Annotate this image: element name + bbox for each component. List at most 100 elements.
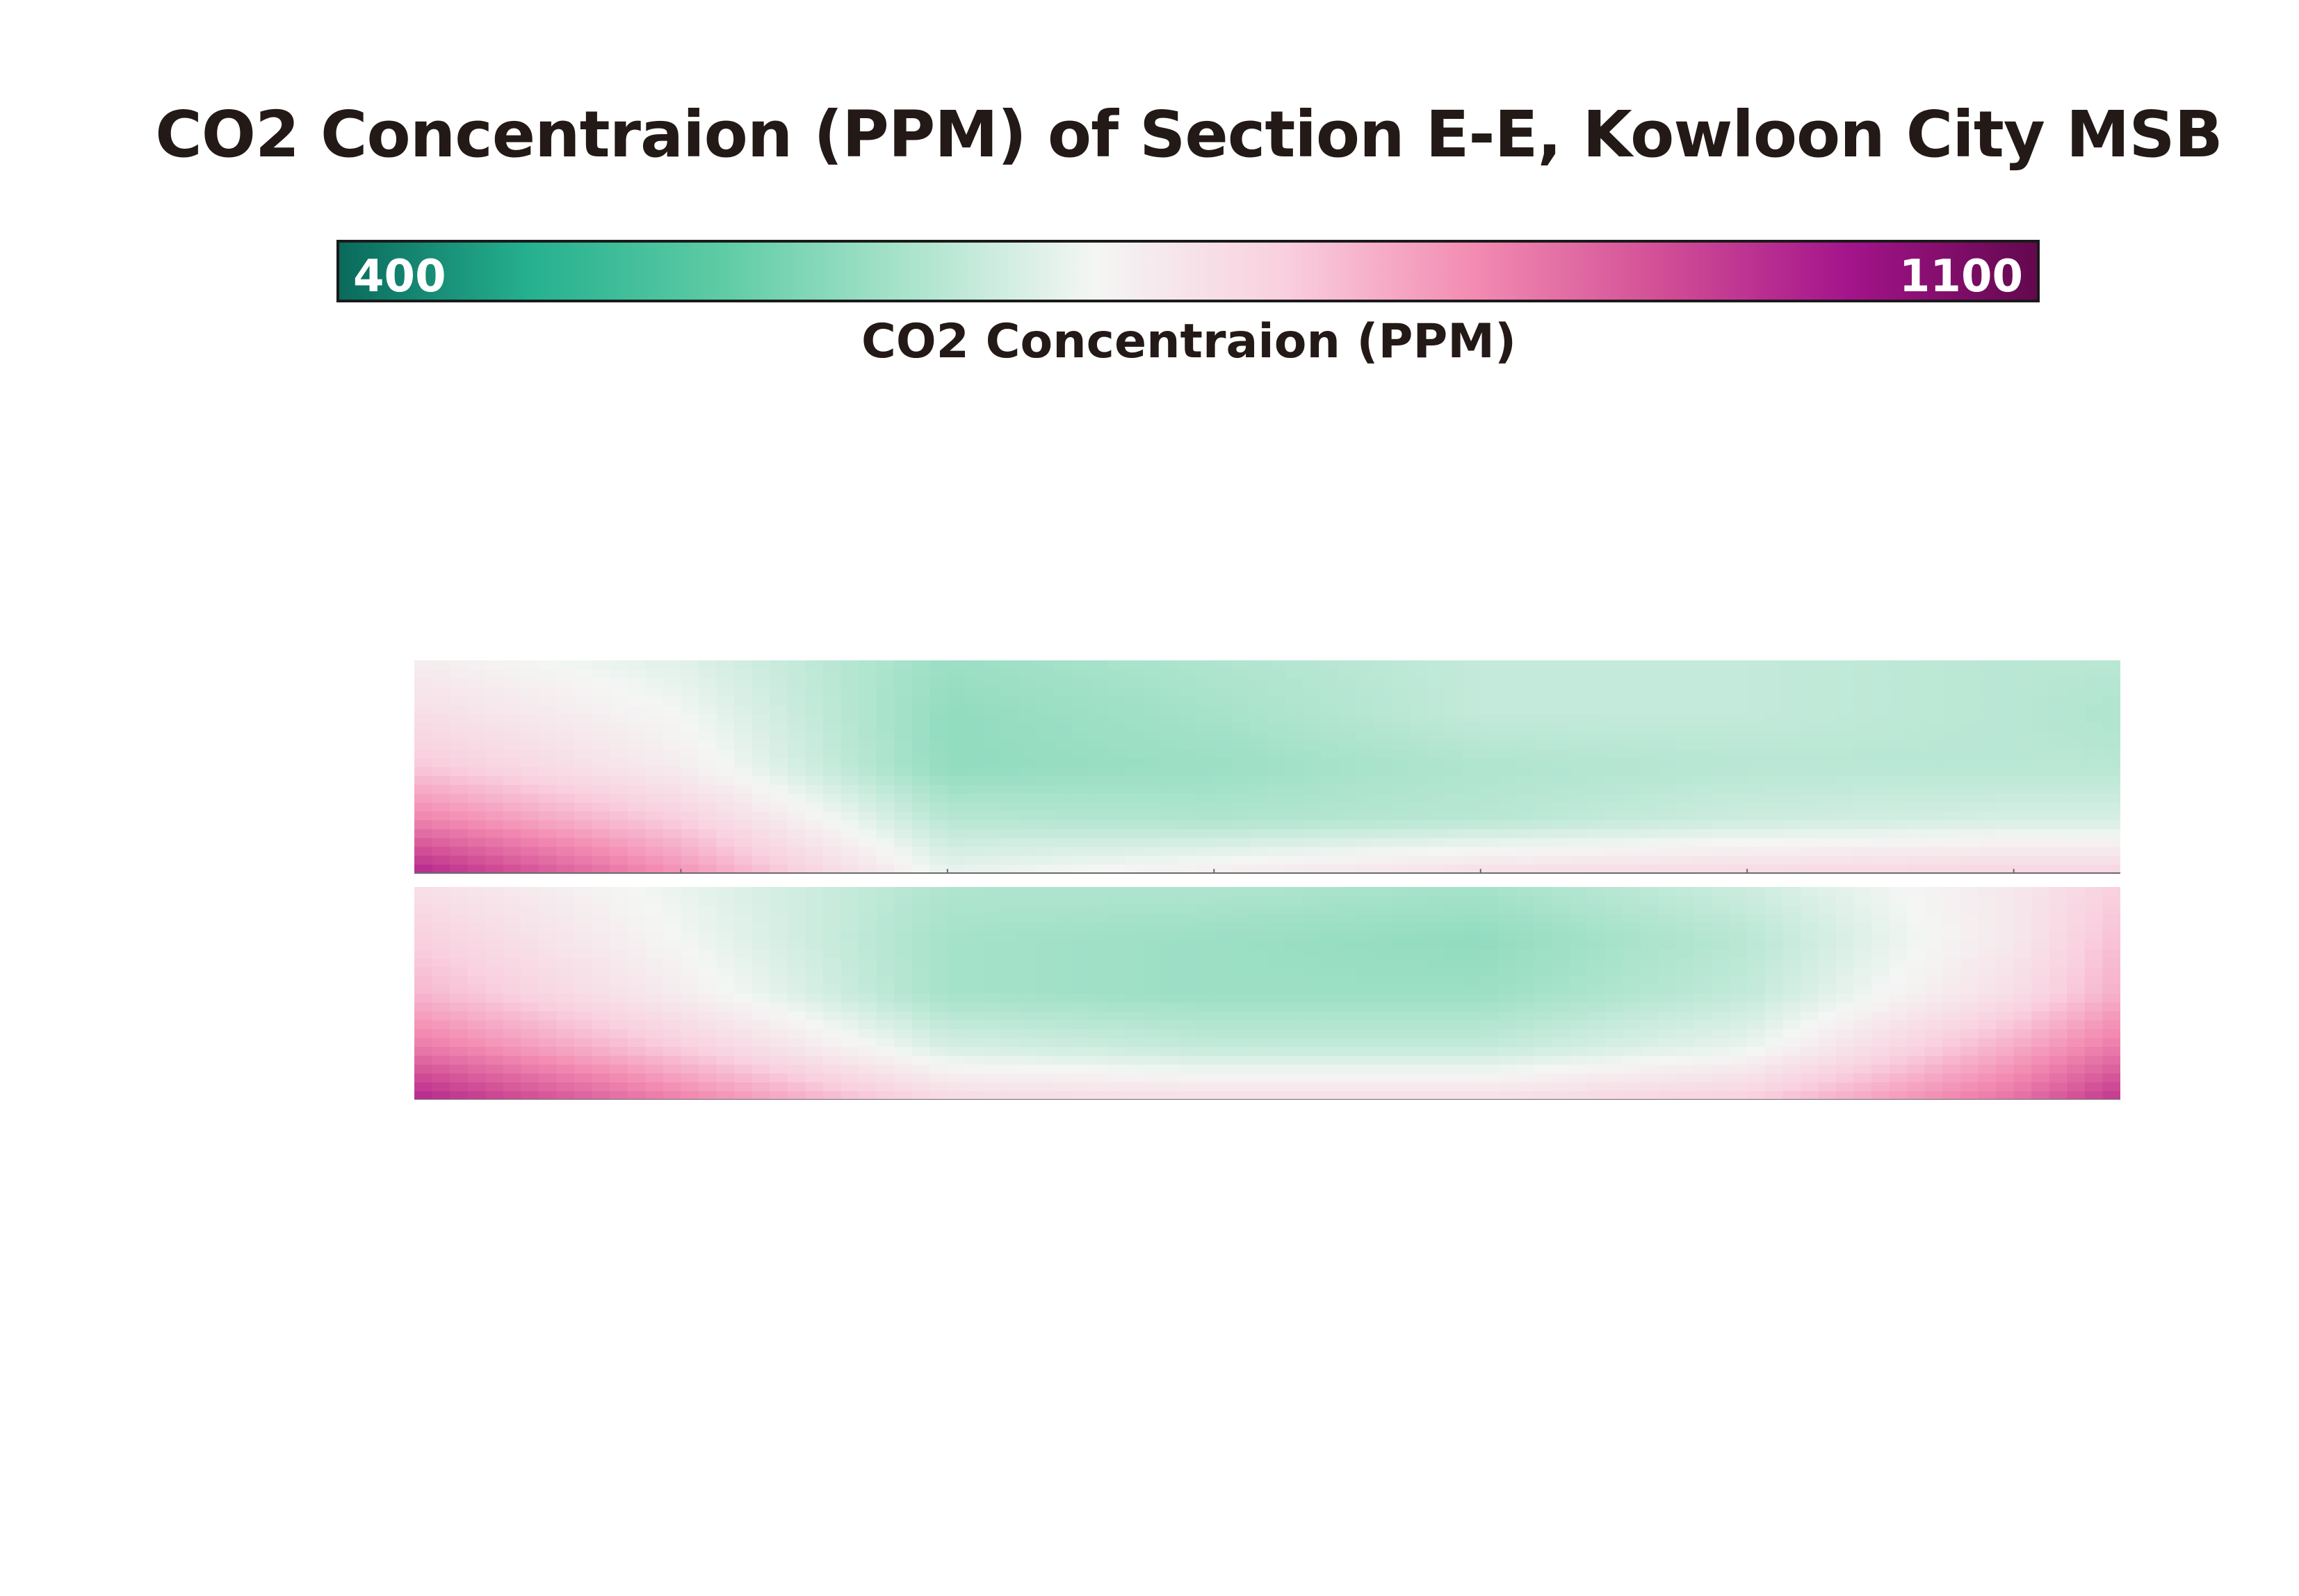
heatmap-cell xyxy=(805,811,824,821)
heatmap-cell xyxy=(1747,784,1766,794)
heatmap-cell xyxy=(1196,793,1215,803)
heatmap-cell xyxy=(2031,767,2050,776)
heatmap-cell xyxy=(840,678,859,687)
heatmap-cell xyxy=(983,704,1002,715)
heatmap-cell xyxy=(965,846,984,856)
heatmap-cell xyxy=(1924,949,1943,959)
heatmap-cell xyxy=(610,913,628,923)
heatmap-cell xyxy=(1658,949,1677,959)
heatmap-cell xyxy=(450,895,469,906)
heatmap-cell xyxy=(894,846,913,856)
heatmap-cell xyxy=(1996,895,2015,906)
heatmap-cell xyxy=(1071,802,1090,812)
heatmap-cell xyxy=(911,993,930,1003)
heatmap-cell xyxy=(610,895,628,906)
heatmap-cell xyxy=(805,1055,824,1065)
heatmap-cell xyxy=(1036,767,1055,776)
heatmap-cell xyxy=(1178,696,1197,706)
heatmap-cell xyxy=(1018,775,1037,785)
heatmap-cell xyxy=(1729,704,1748,715)
heatmap-cell xyxy=(1107,749,1126,758)
heatmap-cell xyxy=(894,949,913,959)
heatmap-cell xyxy=(770,713,788,723)
heatmap-cell xyxy=(1267,1064,1286,1074)
heatmap-cell xyxy=(1107,895,1126,906)
heatmap-cell xyxy=(414,958,433,968)
heatmap-cell xyxy=(1747,984,1766,994)
heatmap-cell xyxy=(1658,1011,1677,1020)
heatmap-cell xyxy=(1534,704,1552,715)
heatmap-cell xyxy=(840,931,859,941)
heatmap-cell xyxy=(681,749,699,758)
heatmap-cell xyxy=(1320,731,1339,741)
heatmap-cell xyxy=(1000,913,1019,923)
heatmap-cell xyxy=(645,660,664,670)
heatmap-cell xyxy=(1924,811,1943,821)
heatmap-cell xyxy=(1231,820,1251,829)
heatmap-cell xyxy=(1658,687,1677,697)
heatmap-cell xyxy=(645,669,664,679)
heatmap-cell xyxy=(645,731,664,741)
heatmap-cell xyxy=(1249,687,1268,697)
heatmap-cell xyxy=(929,1020,948,1029)
heatmap-cell xyxy=(1640,958,1659,968)
heatmap-cell xyxy=(929,940,948,950)
heatmap-cell xyxy=(1196,1046,1215,1056)
heatmap-cell xyxy=(467,1046,486,1056)
heatmap-cell xyxy=(503,775,521,785)
heatmap-cell xyxy=(1036,940,1055,950)
heatmap-cell xyxy=(1374,1064,1392,1074)
heatmap-cell xyxy=(414,940,433,950)
heatmap-cell xyxy=(1427,864,1446,874)
heatmap-cell xyxy=(1782,820,1801,829)
heatmap-cell xyxy=(1249,704,1268,715)
heatmap-cell xyxy=(1320,993,1339,1003)
heatmap-cell xyxy=(1267,966,1286,977)
heatmap-cell xyxy=(574,846,593,856)
heatmap-cell xyxy=(1427,913,1446,923)
heatmap-cell xyxy=(1942,993,1961,1003)
heatmap-cell xyxy=(1445,949,1463,959)
heatmap-cell xyxy=(1552,749,1570,758)
heatmap-cell xyxy=(752,904,770,914)
heatmap-cell xyxy=(538,855,558,865)
heatmap-cell xyxy=(538,767,558,776)
heatmap-cell xyxy=(1889,678,1908,687)
heatmap-cell xyxy=(1054,1064,1073,1074)
heatmap-cell xyxy=(1231,802,1251,812)
heatmap-cell xyxy=(503,1002,521,1012)
heatmap-cell xyxy=(450,864,469,874)
heatmap-cell xyxy=(1160,913,1179,923)
heatmap-cell xyxy=(911,904,930,914)
heatmap-cell xyxy=(521,887,539,897)
heatmap-cell xyxy=(521,749,539,758)
heatmap-cell xyxy=(663,713,682,723)
heatmap-cell xyxy=(840,887,859,897)
heatmap-cell xyxy=(1605,1082,1623,1091)
heatmap-cell xyxy=(1924,1002,1943,1012)
heatmap-cell xyxy=(1942,1055,1961,1065)
heatmap-cell xyxy=(645,758,664,767)
heatmap-cell xyxy=(2067,975,2086,985)
heatmap-cell xyxy=(716,1020,735,1029)
heatmap-cell xyxy=(734,922,753,932)
heatmap-cell xyxy=(1587,940,1606,950)
heatmap-cell xyxy=(822,958,842,968)
heatmap-cell xyxy=(1534,713,1552,723)
heatmap-cell xyxy=(716,904,735,914)
heatmap-cell xyxy=(1782,966,1801,977)
heatmap-cell xyxy=(645,940,664,950)
heatmap-cell xyxy=(1764,838,1783,847)
heatmap-cell xyxy=(1640,1073,1659,1083)
heatmap-cell xyxy=(1427,749,1446,758)
heatmap-cell xyxy=(663,913,682,923)
heatmap-cell xyxy=(840,758,859,767)
heatmap-cell xyxy=(1605,1064,1623,1074)
heatmap-cell xyxy=(1871,1029,1890,1039)
heatmap-cell xyxy=(1178,940,1197,950)
heatmap-cell xyxy=(1036,820,1055,829)
heatmap-cell xyxy=(1125,913,1144,923)
heatmap-cell xyxy=(663,1082,682,1091)
heatmap-cell xyxy=(1214,913,1233,923)
heatmap-cell xyxy=(1623,1002,1641,1012)
